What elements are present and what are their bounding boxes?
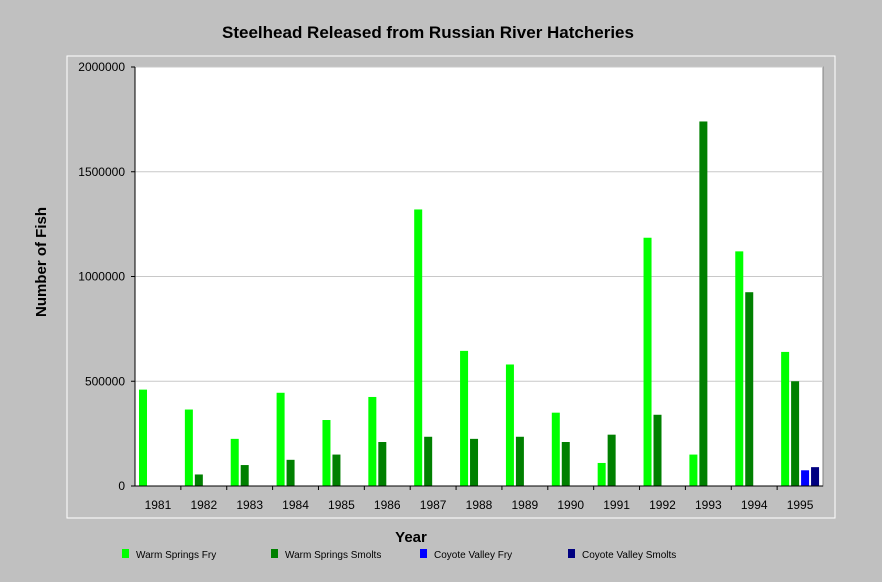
bar-warm-springs-fry-1992	[643, 237, 652, 486]
bar-warm-springs-fry-1990	[551, 412, 560, 486]
bar-warm-springs-smolts-1992	[653, 414, 662, 486]
x-tick-labels: 1981 1982 1983 1984 1985 1986 1987 1988 1989 1990…	[145, 486, 814, 512]
bar-warm-springs-fry-1989	[505, 364, 514, 486]
bar-warm-springs-smolts-1993	[699, 121, 708, 486]
bar-warm-springs-fry-1982	[184, 409, 193, 486]
bar-warm-springs-fry-1987	[414, 209, 423, 486]
bar-warm-springs-smolts-1984	[286, 459, 295, 486]
y-axis-label: Number of Fish	[33, 207, 50, 317]
legend: Warm Springs Fry Warm Springs Smolts Coyot…	[122, 549, 676, 561]
bar-warm-springs-fry-1983	[230, 438, 239, 486]
bar-warm-springs-smolts-1986	[378, 442, 387, 486]
legend-label: Warm Springs Fry	[136, 550, 216, 561]
legend-label: Coyote Valley Smolts	[582, 550, 676, 561]
legend-swatch	[420, 549, 427, 558]
x-tick-label: 1981	[145, 498, 172, 512]
x-tick-label: 1988	[466, 498, 493, 512]
y-tick-labels: 0 500000 1000000 1500000 2000000	[78, 60, 135, 493]
bar-warm-springs-smolts-1995	[791, 381, 800, 486]
legend-swatch	[122, 549, 129, 558]
bar-warm-springs-fry-1986	[368, 396, 377, 486]
legend-label: Warm Springs Smolts	[285, 550, 381, 561]
bar-warm-springs-fry-1985	[322, 420, 331, 486]
bar-warm-springs-fry-1981	[139, 389, 147, 486]
x-tick-label: 1994	[741, 498, 768, 512]
x-tick-label: 1993	[695, 498, 722, 512]
x-tick-label: 1989	[512, 498, 539, 512]
bars	[139, 121, 820, 486]
bar-warm-springs-smolts-1990	[561, 442, 570, 486]
x-tick-label: 1987	[420, 498, 447, 512]
bar-warm-springs-smolts-1991	[607, 434, 616, 486]
bar-warm-springs-smolts-1983	[240, 465, 249, 486]
x-tick-label: 1986	[374, 498, 401, 512]
y-tick-label: 500000	[85, 374, 125, 388]
bar-warm-springs-fry-1995	[781, 351, 790, 486]
x-tick-label: 1992	[649, 498, 676, 512]
bar-warm-springs-fry-1991	[597, 462, 606, 486]
bar-warm-springs-smolts-1989	[515, 436, 524, 486]
x-tick-label: 1990	[557, 498, 584, 512]
bar-warm-springs-smolts-1994	[745, 292, 754, 486]
y-tick-label: 1500000	[78, 165, 125, 179]
x-tick-label: 1983	[236, 498, 263, 512]
y-tick-label: 2000000	[78, 60, 125, 74]
bar-warm-springs-fry-1994	[735, 251, 744, 486]
bar-warm-springs-fry-1988	[460, 350, 469, 486]
bar-warm-springs-fry-1993	[689, 454, 698, 486]
x-axis-label: Year	[395, 529, 427, 546]
bar-warm-springs-fry-1984	[276, 392, 285, 486]
legend-swatch	[271, 549, 278, 558]
chart-title: Steelhead Released from Russian River Ha…	[222, 23, 634, 42]
y-tick-label: 1000000	[78, 270, 125, 284]
x-tick-label: 1991	[603, 498, 630, 512]
gridlines	[135, 66, 823, 382]
legend-swatch	[568, 549, 575, 558]
bar-warm-springs-smolts-1988	[470, 438, 479, 486]
x-tick-label: 1995	[787, 498, 814, 512]
x-tick-label: 1985	[328, 498, 355, 512]
x-tick-label: 1984	[282, 498, 309, 512]
bar-warm-springs-smolts-1982	[194, 474, 203, 486]
y-tick-label: 0	[118, 479, 125, 493]
bar-warm-springs-smolts-1987	[424, 436, 433, 486]
legend-label: Coyote Valley Fry	[434, 550, 512, 561]
bar-warm-springs-smolts-1985	[332, 454, 341, 486]
bar-coyote-valley-smolts-1995	[811, 467, 820, 486]
x-tick-label: 1982	[190, 498, 217, 512]
bar-coyote-valley-fry-1995	[801, 470, 810, 486]
